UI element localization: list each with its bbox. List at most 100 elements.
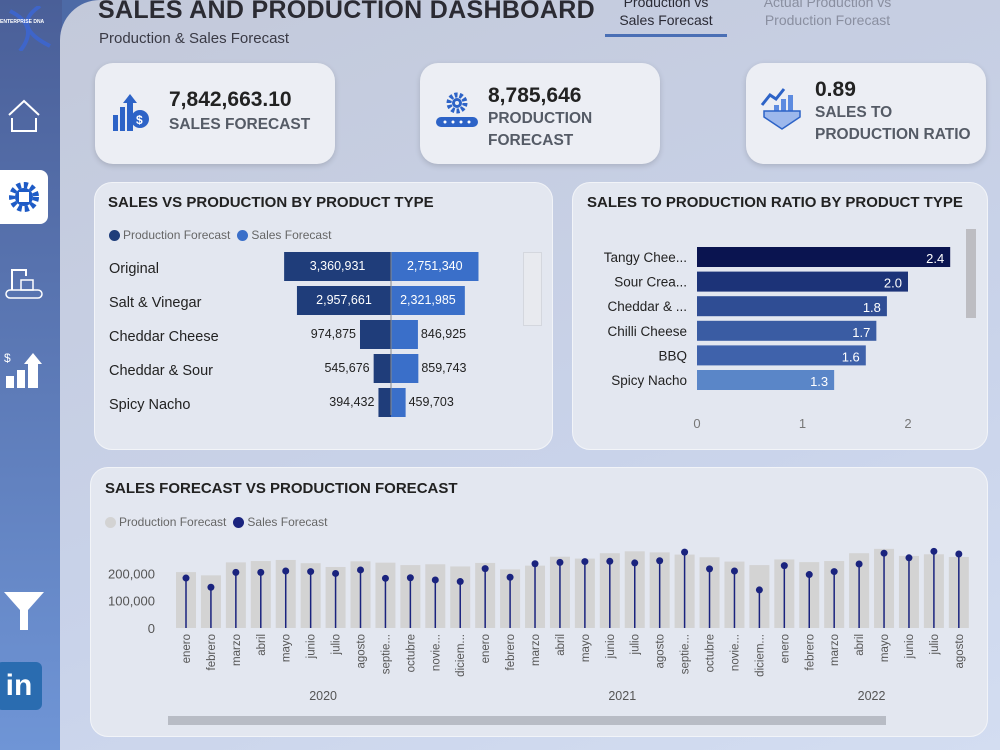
x-month-label: febrero (505, 634, 517, 670)
scrollbar[interactable] (966, 229, 976, 318)
x-month-label: enero (480, 634, 492, 663)
ratio-bar-chart: Tangy Chee... 2.4 Sour Crea... 2.0 Cheddar &… (604, 247, 951, 431)
x-month-label: mayo (879, 634, 891, 662)
x-year-label: 2022 (858, 689, 886, 703)
data-label-sales: 2,751,340 (407, 259, 463, 273)
ratio-bar (697, 320, 877, 341)
panel-title: SALES VS PRODUCTION BY PRODUCT TYPE (108, 194, 434, 211)
svg-text:$: $ (136, 113, 143, 127)
bar-sales (391, 286, 465, 315)
page-subtitle: Production & Sales Forecast (99, 30, 290, 47)
category-label: Cheddar Cheese (109, 329, 219, 345)
lollipop-dot (207, 583, 215, 591)
sidebar-item-production[interactable] (0, 170, 48, 224)
scrollbar[interactable] (523, 252, 542, 326)
bar-sales (391, 354, 419, 383)
ratio-bar (697, 345, 866, 366)
funnel-chart: Original 3,360,931 2,751,340 Salt & Vinegar… (109, 252, 479, 417)
kpi-value: 8,785,646 (488, 84, 582, 107)
x-month-label: abril (555, 634, 567, 656)
horizontal-scrollbar[interactable] (168, 716, 886, 725)
ratio-bar (697, 370, 835, 390)
gear-icon (9, 182, 39, 212)
y-tick-label: 200,000 (108, 566, 155, 581)
panel-title: SALES TO PRODUCTION RATIO BY PRODUCT TYP… (587, 194, 963, 211)
legend: Production Forecast Sales Forecast (105, 515, 327, 529)
legend-production: Production Forecast (119, 515, 227, 529)
linkedin-icon: in (5, 669, 33, 702)
x-month-label: enero (779, 634, 791, 663)
x-month-label: novie... (430, 634, 442, 671)
data-label: 1.7 (852, 325, 870, 340)
lollipop-dot (307, 568, 315, 576)
svg-text:$: $ (4, 351, 11, 365)
data-label-production: 545,676 (324, 361, 369, 375)
category-label: Chilli Cheese (607, 324, 687, 339)
x-month-label: agosto (356, 634, 368, 669)
kpi-label: SALES FORECAST (169, 116, 311, 133)
legend-sales: Sales Forecast (251, 228, 332, 242)
data-label-production: 974,875 (311, 327, 356, 341)
bar-sales (391, 320, 418, 349)
lollipop-dot (805, 571, 813, 579)
lollipop-dot (930, 547, 938, 555)
linkedin-link[interactable]: in (0, 662, 42, 710)
legend-production: Production Forecast (123, 228, 231, 242)
tab-actual-vs-forecast[interactable]: Actual Production vs Production Forecast (763, 0, 892, 28)
dna-logo-icon: ENTERPRISE DNA (0, 4, 51, 53)
bar-production (359, 320, 391, 349)
lollipop-dot (855, 560, 863, 568)
category-label: Cheddar & ... (607, 299, 687, 314)
x-month-label: enero (181, 634, 193, 663)
lollipop-dot (656, 557, 664, 565)
bar-production (296, 286, 391, 315)
tab-production-vs-sales[interactable]: Production vs Sales Forecast (605, 0, 727, 37)
bar-sales (391, 252, 479, 281)
lollipop-dot (182, 574, 190, 582)
ratio-bar (697, 271, 908, 292)
x-month-label: marzo (530, 634, 542, 666)
money-growth-icon: $ (113, 94, 149, 131)
panel-sales-vs-production: SALES VS PRODUCTION BY PRODUCT TYPE Prod… (94, 182, 553, 450)
category-label: Salt & Vinegar (109, 295, 202, 311)
ratio-bar (697, 296, 887, 317)
sidebar-item-home[interactable] (0, 92, 48, 140)
data-label-sales: 846,925 (421, 327, 466, 341)
home-icon (8, 99, 40, 132)
x-year-label: 2020 (309, 689, 337, 703)
lollipop-dot (332, 569, 340, 577)
x-month-label: abril (256, 634, 268, 656)
legend: Production Forecast Sales Forecast (109, 228, 331, 242)
x-tick-label: 2 (904, 416, 911, 431)
sidebar: ENTERPRISE DNA $ in (0, 0, 62, 750)
bar-production (378, 388, 391, 417)
kpi-card-sales-forecast: $ 7,842,663.10 SALES FORECAST (95, 63, 335, 164)
bar-production (373, 354, 391, 383)
data-label: 1.6 (842, 349, 860, 364)
x-month-label: marzo (829, 634, 841, 666)
lollipop-dot (257, 568, 265, 576)
x-month-label: septie... (680, 634, 692, 674)
lollipop-dot (431, 576, 439, 584)
category-label: BBQ (658, 348, 687, 363)
data-label-sales: 2,321,985 (400, 293, 456, 307)
filter-button[interactable] (0, 586, 48, 634)
category-label: Original (109, 261, 159, 277)
lollipop-dot (357, 566, 365, 574)
lollipop-dot (780, 562, 788, 570)
lollipop-dot (880, 549, 888, 557)
hand-chart-icon (760, 88, 801, 130)
legend-dot-production (105, 516, 116, 528)
x-year-label: 2021 (608, 689, 636, 703)
lollipop-dot (506, 573, 514, 581)
x-month-label: junio (306, 634, 318, 659)
kpi-label: SALES TO PRODUCTION RATIO (815, 104, 971, 143)
lollipop-dot (631, 559, 639, 567)
data-label-production: 2,957,661 (316, 293, 372, 307)
enterprise-dna-logo: ENTERPRISE DNA (0, 4, 60, 53)
sidebar-item-manufacturing[interactable] (0, 258, 48, 306)
svg-text:ENTERPRISE DNA: ENTERPRISE DNA (0, 19, 45, 25)
category-label: Spicy Nacho (109, 397, 190, 413)
legend-sales: Sales Forecast (247, 515, 328, 529)
sidebar-item-sales[interactable]: $ (0, 346, 48, 394)
